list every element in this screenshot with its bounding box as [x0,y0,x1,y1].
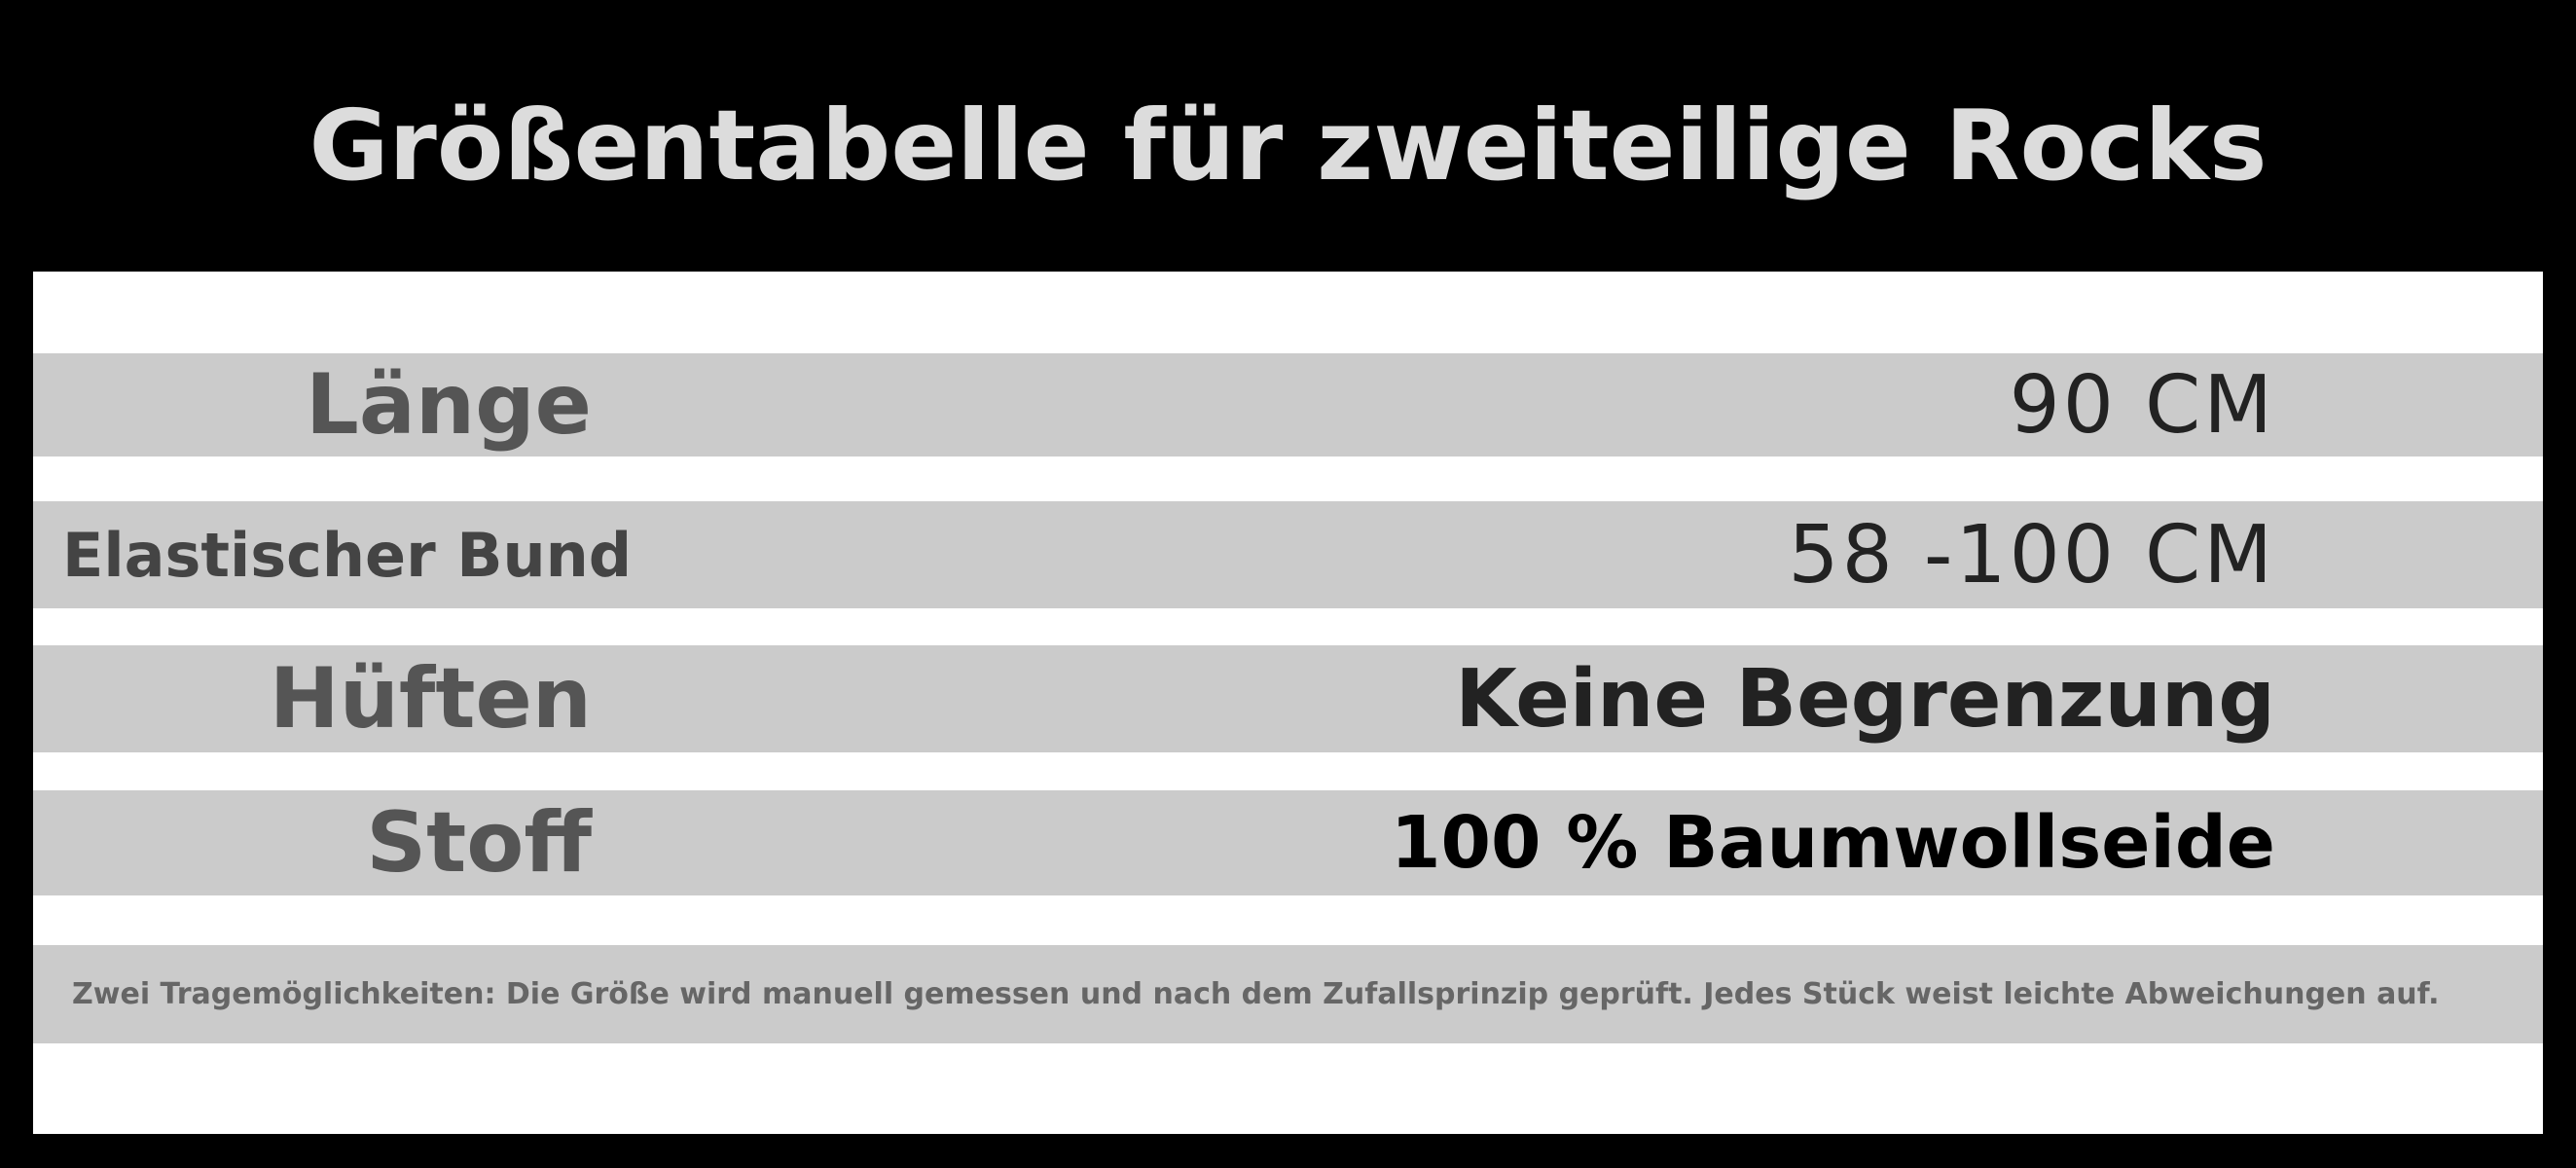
row-label: Länge [306,356,592,454]
row-value: Keine Begrenzung [1455,652,2275,746]
table-row: Länge 90 CM [33,353,2543,456]
row-label: Elastischer Bund [62,519,633,591]
row-value: 58 -100 CM [1788,508,2275,602]
title: Größentabelle für zweiteilige Rocks [308,89,2268,202]
row-label: Hüften [269,650,592,748]
table-row: Hüften Keine Begrenzung [33,645,2543,752]
table-row: Stoff 100 % Baumwollseide [33,790,2543,895]
table-row: Elastischer Bund 58 -100 CM [33,501,2543,608]
row-value: 90 CM [2009,358,2275,452]
row-label: Stoff [366,794,592,892]
note: Zwei Tragemöglichkeiten: Die Größe wird … [72,977,2440,1011]
row-value: 100 % Baumwollseide [1391,801,2275,885]
size-table: Länge 90 CM Elastischer Bund 58 -100 CM … [33,272,2543,1134]
note-row: Zwei Tragemöglichkeiten: Die Größe wird … [33,945,2543,1043]
